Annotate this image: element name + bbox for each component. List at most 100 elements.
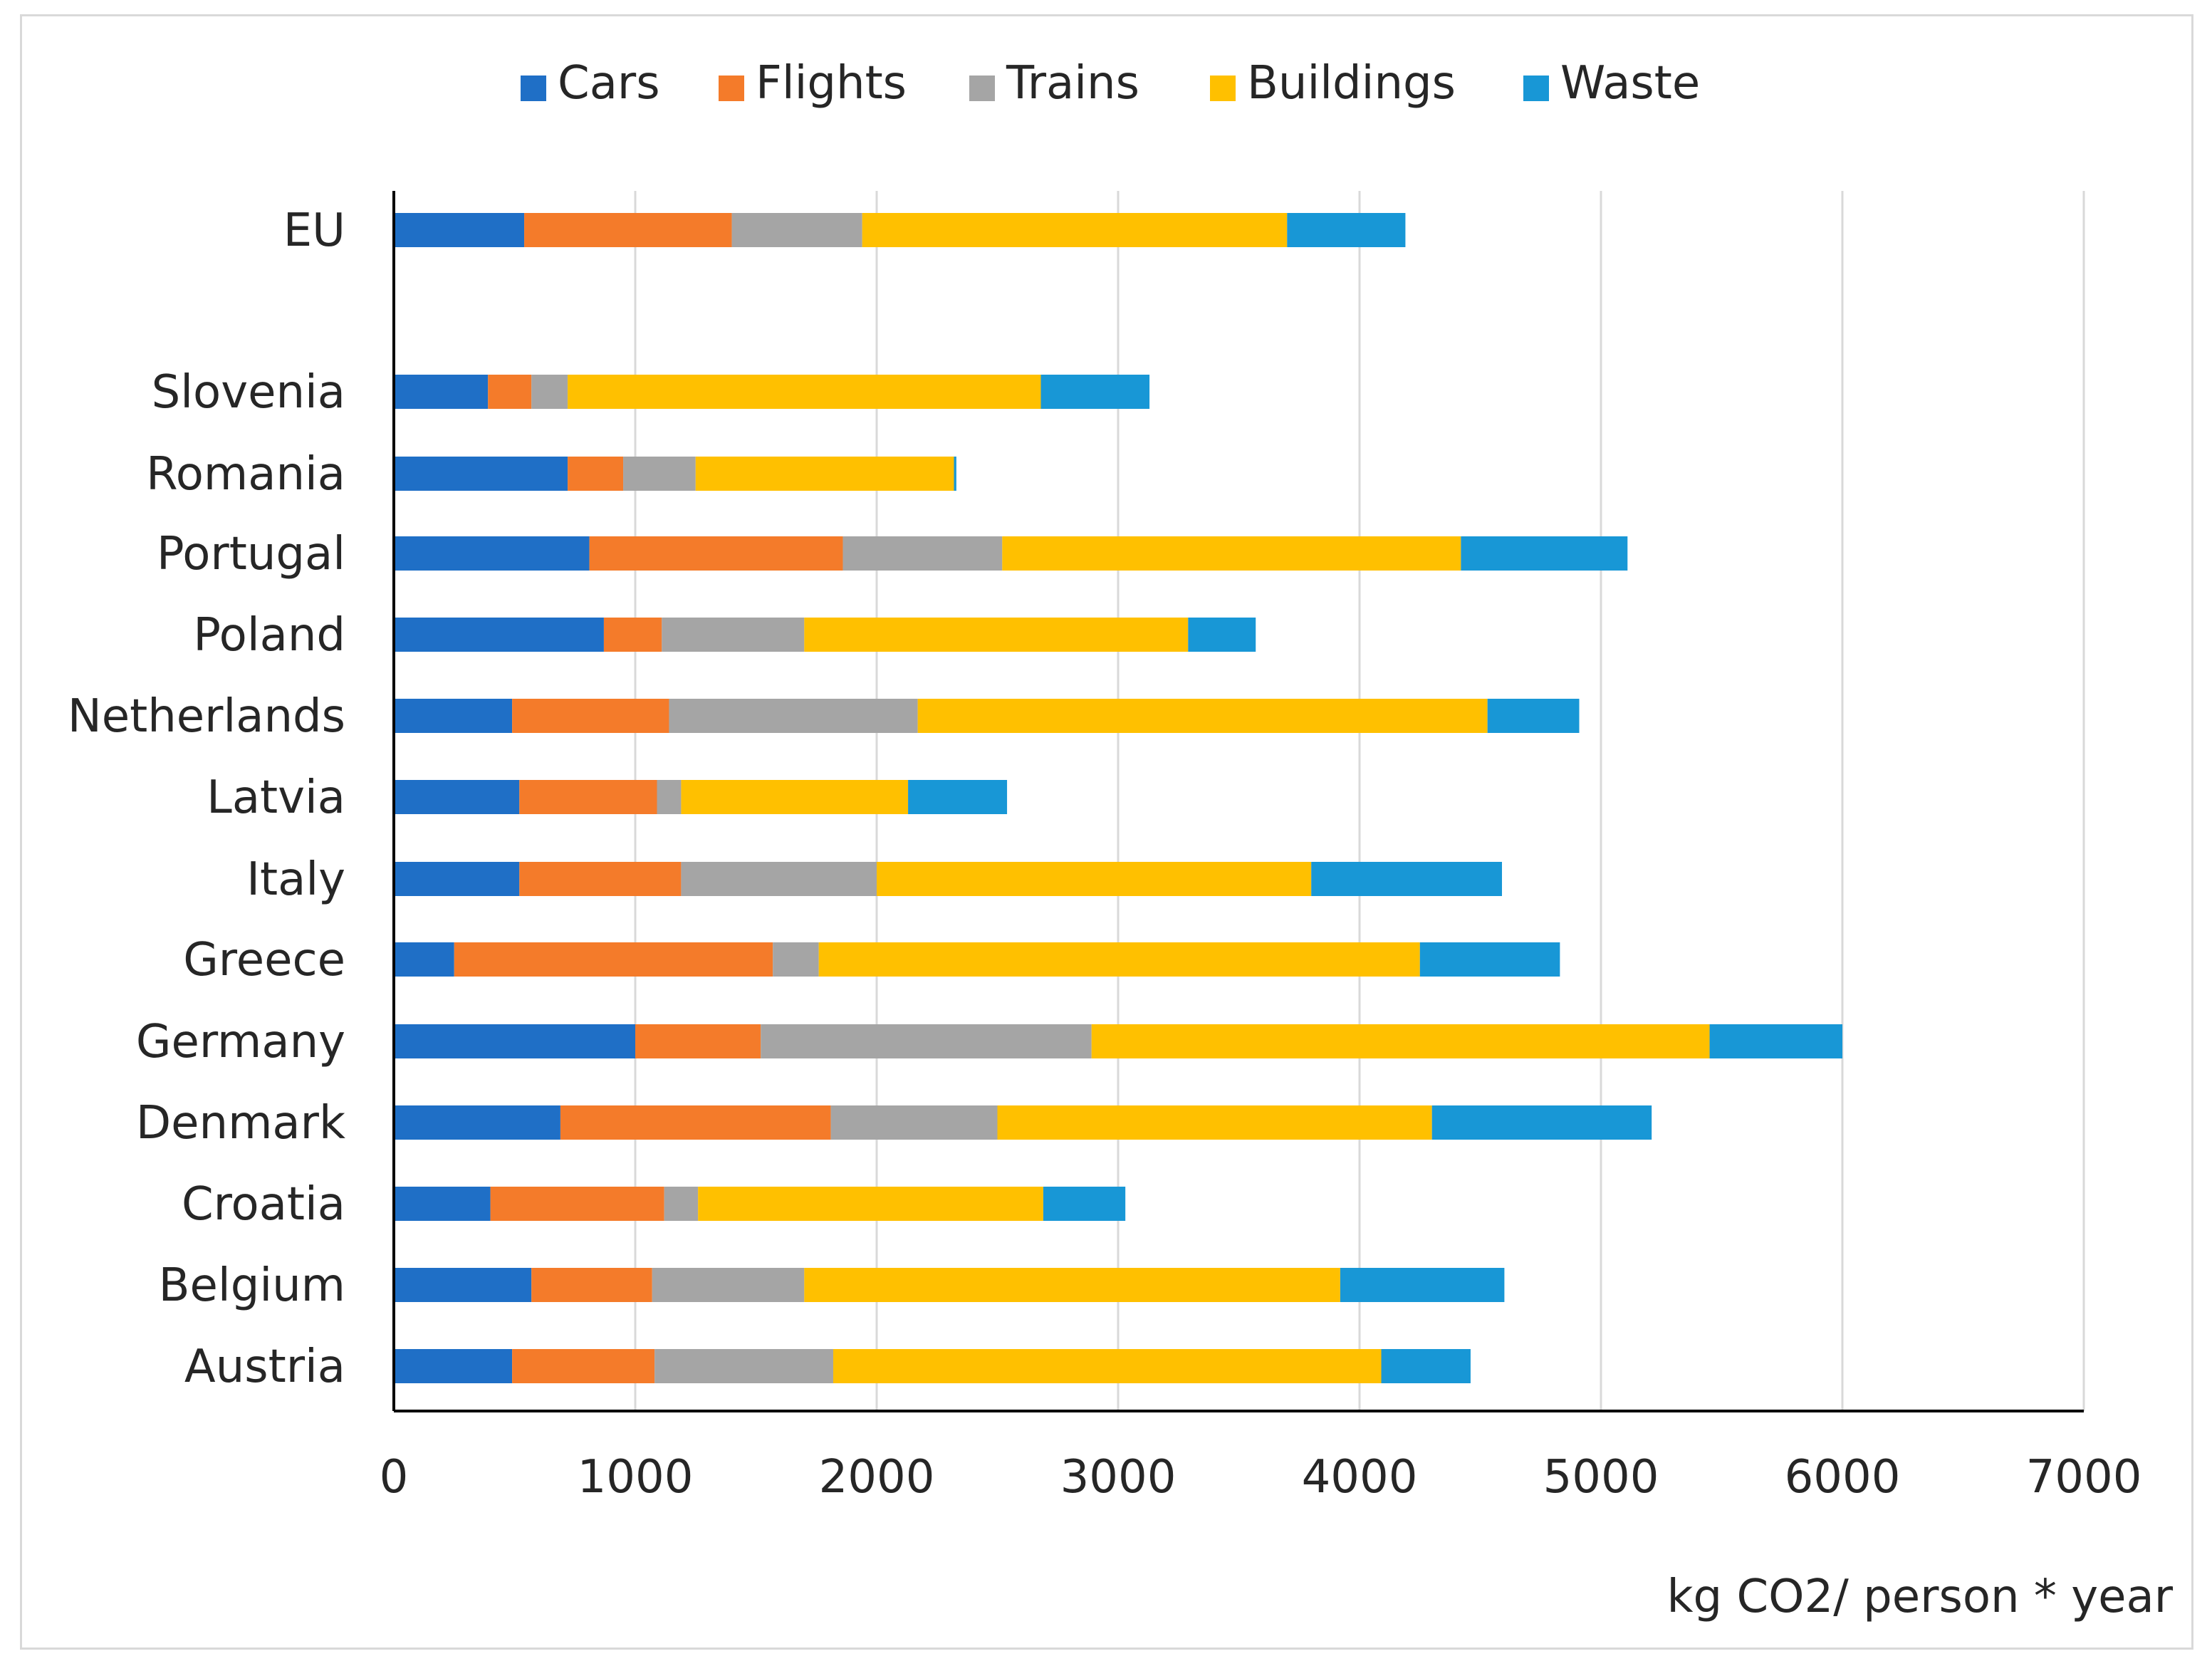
bar-netherlands-cars: [394, 699, 513, 733]
bar-latvia-trains: [657, 780, 682, 814]
bar-germany-cars: [394, 1024, 635, 1058]
bar-austria-waste: [1381, 1349, 1471, 1383]
bar-poland-buildings: [804, 618, 1189, 652]
bar-romania-buildings: [695, 457, 954, 491]
bar-slovenia-trains: [531, 375, 568, 409]
bar-portugal-trains: [842, 536, 1003, 571]
category-label-netherlands: Netherlands: [68, 690, 345, 743]
category-label-denmark: Denmark: [136, 1097, 345, 1150]
bar-austria-cars: [394, 1349, 513, 1383]
chart-frame: EU Slovenia Romania Portugal Poland Netherlan…: [20, 14, 2193, 1650]
bar-greece-buildings: [818, 942, 1420, 977]
bar-denmark-flights: [560, 1105, 831, 1140]
category-label-belgium: Belgium: [159, 1259, 345, 1312]
bar-belgium-flights: [531, 1268, 652, 1302]
x-tick-label-6000: 6000: [1785, 1451, 1901, 1504]
category-label-eu: EU: [283, 204, 345, 257]
x-tick-label-4000: 4000: [1302, 1451, 1418, 1504]
bar-belgium-buildings: [804, 1268, 1340, 1302]
bar-netherlands-waste: [1487, 699, 1580, 733]
category-label-croatia: Croatia: [182, 1178, 345, 1231]
legend-label-buildings: Buildings: [1247, 57, 1456, 110]
bar-greece-flights: [454, 942, 773, 977]
bar-denmark-cars: [394, 1105, 560, 1140]
bar-austria-trains: [654, 1349, 833, 1383]
bar-romania-waste: [954, 457, 956, 491]
bar-slovenia-flights: [488, 375, 532, 409]
bar-greece-trains: [773, 942, 819, 977]
bar-denmark-buildings: [997, 1105, 1432, 1140]
bar-belgium-trains: [652, 1268, 805, 1302]
bar-romania-cars: [394, 457, 568, 491]
bar-germany-waste: [1709, 1024, 1842, 1058]
bar-eu-waste: [1287, 213, 1406, 247]
x-tick-label-7000: 7000: [2026, 1451, 2142, 1504]
bar-poland-trains: [662, 618, 805, 652]
legend-label-trains: Trains: [1006, 57, 1139, 110]
bar-croatia-flights: [490, 1187, 664, 1221]
bar-italy-waste: [1311, 862, 1503, 896]
stacked-bar-chart: EU Slovenia Romania Portugal Poland Netherlan…: [68, 57, 2174, 1623]
bar-denmark-trains: [830, 1105, 998, 1140]
bar-greece-waste: [1419, 942, 1560, 977]
bar-denmark-waste: [1431, 1105, 1652, 1140]
bar-portugal-waste: [1461, 536, 1628, 571]
legend-label-flights: Flights: [756, 57, 907, 110]
bar-austria-flights: [512, 1349, 655, 1383]
legend-swatch-trains: [969, 76, 995, 101]
bar-poland-cars: [394, 618, 604, 652]
x-tick-label-1000: 1000: [578, 1451, 694, 1504]
bar-eu-flights: [524, 213, 732, 247]
category-label-slovenia: Slovenia: [152, 366, 345, 419]
category-label-austria: Austria: [184, 1341, 345, 1393]
legend-label-waste: Waste: [1560, 57, 1700, 110]
legend-swatch-buildings: [1210, 76, 1236, 101]
bar-eu-trains: [731, 213, 862, 247]
bar-romania-flights: [568, 457, 624, 491]
bar-croatia-waste: [1043, 1187, 1126, 1221]
x-tick-label-3000: 3000: [1060, 1451, 1177, 1504]
legend-swatch-waste: [1523, 76, 1549, 101]
bar-latvia-buildings: [681, 780, 909, 814]
bar-germany-trains: [761, 1024, 1092, 1058]
bar-netherlands-buildings: [917, 699, 1488, 733]
category-label-portugal: Portugal: [157, 528, 345, 581]
bar-slovenia-waste: [1040, 375, 1150, 409]
bar-latvia-flights: [519, 780, 657, 814]
bar-netherlands-trains: [669, 699, 918, 733]
bar-latvia-waste: [908, 780, 1008, 814]
bar-portugal-flights: [589, 536, 843, 571]
bar-croatia-buildings: [698, 1187, 1043, 1221]
bar-latvia-cars: [394, 780, 520, 814]
bar-italy-cars: [394, 862, 520, 896]
bar-croatia-cars: [394, 1187, 491, 1221]
category-label-germany: Germany: [136, 1016, 345, 1068]
bar-netherlands-flights: [512, 699, 669, 733]
bar-belgium-cars: [394, 1268, 532, 1302]
x-tick-label-0: 0: [380, 1451, 409, 1504]
legend-swatch-cars: [521, 76, 546, 101]
bar-eu-buildings: [862, 213, 1288, 247]
bar-slovenia-cars: [394, 375, 489, 409]
category-label-poland: Poland: [193, 609, 345, 662]
bar-greece-cars: [394, 942, 454, 977]
bar-italy-buildings: [877, 862, 1312, 896]
bar-slovenia-buildings: [568, 375, 1041, 409]
bar-croatia-trains: [664, 1187, 699, 1221]
bar-italy-trains: [681, 862, 877, 896]
bar-eu-cars: [394, 213, 525, 247]
bar-germany-buildings: [1091, 1024, 1710, 1058]
legend-label-cars: Cars: [558, 57, 660, 110]
bar-romania-trains: [623, 457, 696, 491]
bar-belgium-waste: [1340, 1268, 1505, 1302]
category-label-greece: Greece: [183, 934, 345, 987]
x-axis-title: kg CO2/ person * year: [1666, 1571, 2173, 1623]
bar-poland-waste: [1188, 618, 1256, 652]
bar-portugal-cars: [394, 536, 590, 571]
bar-germany-flights: [635, 1024, 761, 1058]
category-label-romania: Romania: [146, 448, 345, 501]
legend-swatch-flights: [719, 76, 744, 101]
bar-italy-flights: [519, 862, 682, 896]
bar-portugal-buildings: [1002, 536, 1461, 571]
x-tick-label-5000: 5000: [1543, 1451, 1659, 1504]
